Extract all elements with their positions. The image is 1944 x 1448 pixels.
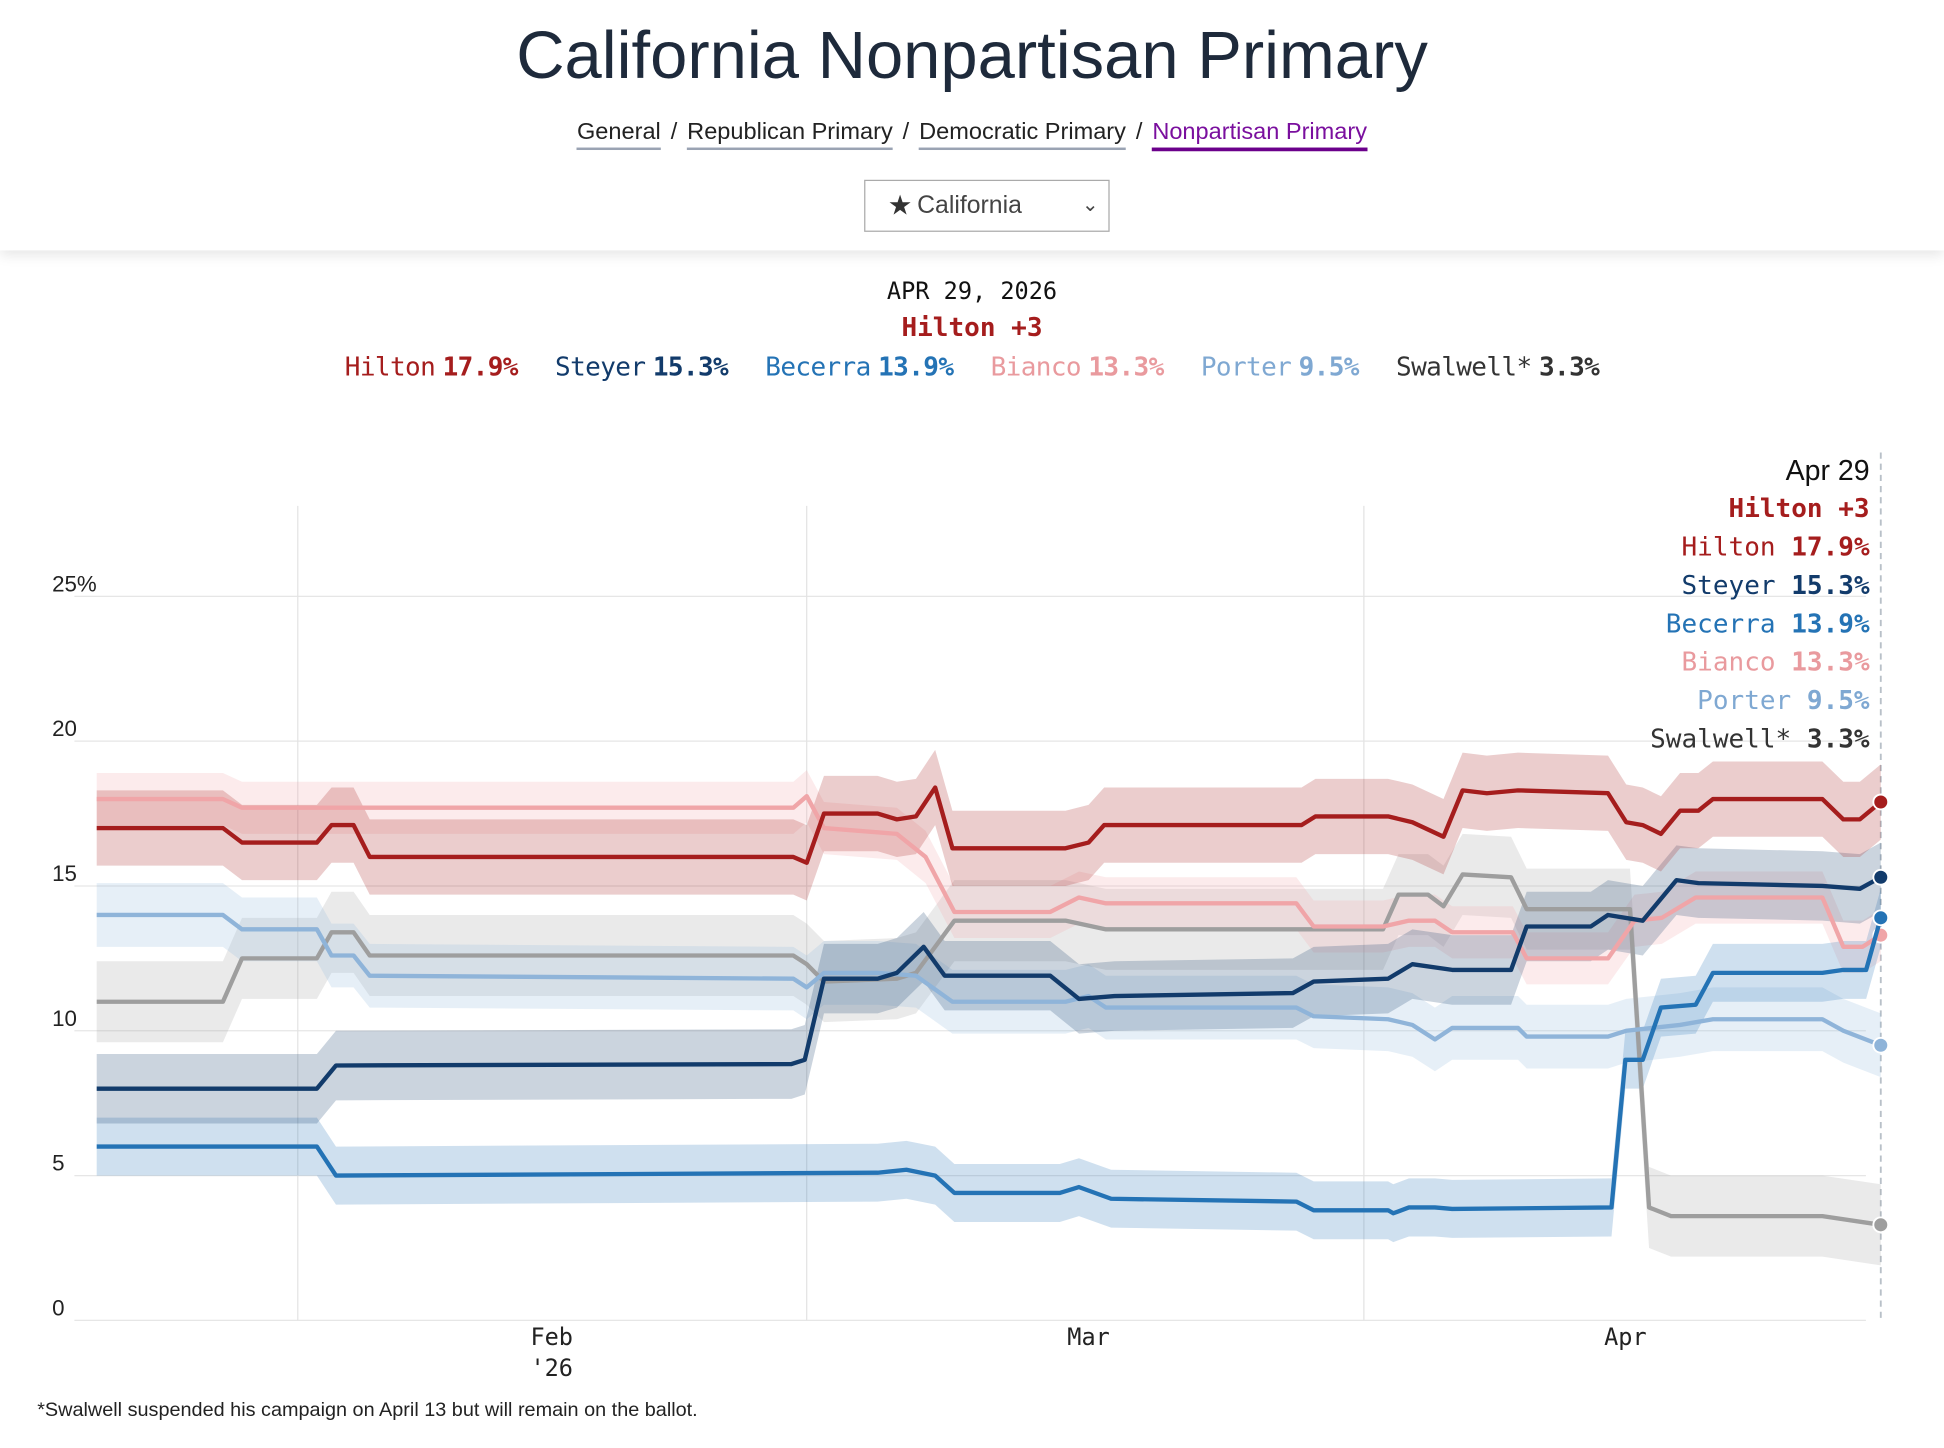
nav-separator: / <box>670 119 678 146</box>
x-tick-label: Mar <box>1067 1323 1110 1351</box>
series-line-hilton <box>96 785 1883 865</box>
end-point-swalwell[interactable] <box>1872 1216 1890 1234</box>
tooltip-value: 13.3% <box>1791 647 1870 677</box>
legend-item: Bianco 13.3% <box>990 352 1165 382</box>
y-tick-label: 20 <box>52 716 77 741</box>
legend-value: 3.3% <box>1538 352 1600 382</box>
series-line-swalwell <box>96 872 1882 1227</box>
tooltip-row: Porter 9.5% <box>1650 682 1869 720</box>
legend-value: 15.3% <box>652 352 729 382</box>
nav-republican-primary[interactable]: Republican Primary <box>687 119 893 151</box>
tooltip-name: Swalwell* <box>1650 724 1792 754</box>
legend: Hilton 17.9% Steyer 15.3% Becerra 13.9% Bianco… <box>0 352 1944 382</box>
summary-leader: Hilton +3 <box>901 312 1043 343</box>
state-select[interactable]: ★ California ⌄ <box>864 179 1110 232</box>
y-tick-label: 5 <box>52 1151 64 1176</box>
legend-value: 13.9% <box>878 352 954 382</box>
legend-item: Swalwell* 3.3% <box>1396 352 1600 382</box>
tooltip-name: Becerra <box>1665 608 1776 639</box>
tooltip-name: Steyer <box>1681 570 1776 601</box>
nav-general[interactable]: General <box>576 119 661 151</box>
series-line-porter <box>96 912 1882 1048</box>
nav-nonpartisan-primary[interactable]: Nonpartisan Primary <box>1152 119 1368 152</box>
confidence-band-hilton <box>96 749 1881 901</box>
nav-separator: / <box>902 119 910 146</box>
chevron-down-icon: ⌄ <box>1081 194 1099 216</box>
tooltip-value: 17.9% <box>1791 531 1870 562</box>
legend-name: Bianco <box>990 352 1082 382</box>
y-tick-label: 15 <box>52 861 77 886</box>
nav-separator: / <box>1135 119 1143 146</box>
hover-tooltip: Apr 29 Hilton +3 Hilton 17.9% Steyer 15.3… <box>1650 451 1869 758</box>
series-line-becerra <box>96 917 1883 1216</box>
footnote: *Swalwell suspended his campaign on Apri… <box>37 1399 698 1421</box>
tooltip-row: Swalwell* 3.3% <box>1650 720 1869 758</box>
legend-name: Porter <box>1200 352 1292 382</box>
legend-value: 17.9% <box>442 352 519 382</box>
tooltip-value: 3.3% <box>1806 724 1870 754</box>
tooltip-value: 9.5% <box>1806 685 1870 716</box>
legend-value: 13.3% <box>1088 352 1164 382</box>
tooltip-value: 15.3% <box>1791 570 1870 601</box>
confidence-band-porter <box>96 883 1881 1078</box>
tooltip-name: Hilton <box>1681 531 1776 562</box>
confidence-band-steyer <box>96 842 1881 1124</box>
tooltip-name: Porter <box>1697 685 1792 716</box>
legend-value: 9.5% <box>1298 352 1360 382</box>
state-select-value: California <box>917 191 1022 219</box>
legend-item: Becerra 13.9% <box>765 352 954 382</box>
page-title: California Nonpartisan Primary <box>516 18 1428 93</box>
tooltip-row: Hilton 17.9% <box>1650 528 1869 566</box>
tooltip-date: Apr 29 <box>1785 453 1870 487</box>
header: California Nonpartisan Primary General / R… <box>0 0 1944 251</box>
legend-item: Hilton 17.9% <box>344 352 519 382</box>
end-point-steyer[interactable] <box>1872 868 1890 886</box>
legend-name: Swalwell* <box>1396 352 1532 382</box>
y-tick-label: 10 <box>52 1006 77 1031</box>
tooltip-value: 13.9% <box>1791 608 1870 639</box>
series-line-steyer <box>96 875 1882 1091</box>
tooltip-row: Bianco 13.3% <box>1650 643 1869 681</box>
series-line-bianco <box>96 794 1882 961</box>
x-tick-sublabel: '26 <box>530 1354 573 1382</box>
end-point-hilton[interactable] <box>1872 793 1890 811</box>
star-icon: ★ <box>887 189 913 221</box>
tooltip-row: Steyer 15.3% <box>1650 567 1869 605</box>
y-tick-label: 0 <box>52 1295 64 1320</box>
confidence-band-swalwell <box>96 833 1881 1266</box>
summary-date: APR 29, 2026 <box>886 277 1058 305</box>
tooltip-leader: Hilton +3 <box>1728 493 1870 524</box>
nav-democratic-primary[interactable]: Democratic Primary <box>919 119 1126 151</box>
confidence-band-bianco <box>96 770 1881 985</box>
y-tick-label: 25% <box>52 571 97 596</box>
breadcrumb-nav: General / Republican Primary / Democratic Pr… <box>0 119 1944 152</box>
end-point-porter[interactable] <box>1872 1036 1890 1054</box>
x-tick-label: Feb <box>530 1323 573 1351</box>
legend-item: Steyer 15.3% <box>555 352 729 382</box>
legend-name: Hilton <box>344 352 436 382</box>
summary: APR 29, 2026 Hilton +3 Hilton 17.9% Steyer… <box>0 278 1944 382</box>
legend-name: Becerra <box>765 352 871 382</box>
tooltip-name: Bianco <box>1681 647 1776 677</box>
legend-item: Porter 9.5% <box>1200 352 1360 382</box>
tooltip-row: Becerra 13.9% <box>1650 605 1870 643</box>
confidence-band-becerra <box>96 888 1881 1243</box>
x-tick-label: Apr <box>1604 1323 1647 1351</box>
legend-name: Steyer <box>555 352 646 382</box>
end-point-becerra[interactable] <box>1872 909 1890 927</box>
